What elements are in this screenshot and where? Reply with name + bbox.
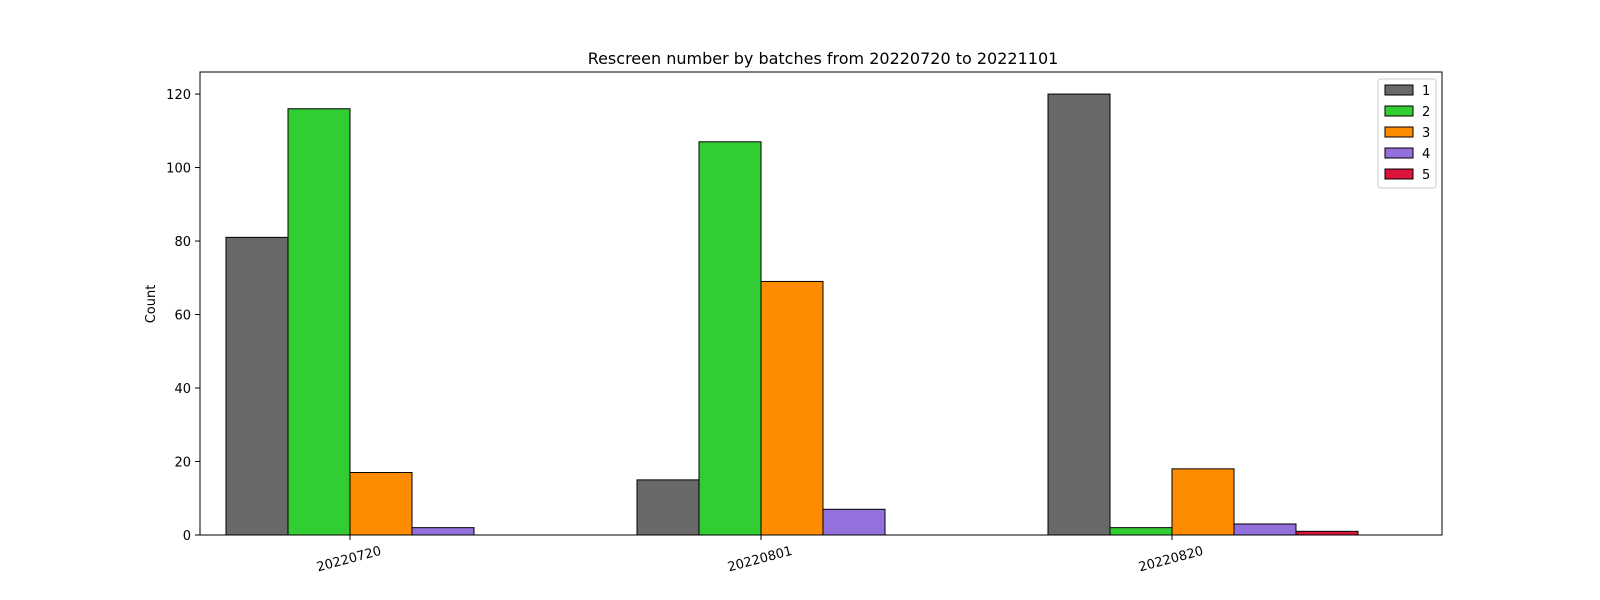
- x-axis: 20220720 20220801 20220820: [315, 535, 1205, 575]
- bar-20220720-series-2: [287, 108, 351, 536]
- bar-20220720-series-3: [349, 472, 413, 536]
- legend-swatch-5: [1384, 168, 1414, 180]
- x-tick-label-20220720: 20220720: [315, 544, 383, 576]
- bar-20220801-series-4: [822, 508, 886, 536]
- y-tick-label-0: 0: [183, 529, 191, 544]
- bar-20220820-series-1: [1047, 93, 1111, 536]
- y-tick-label-120: 120: [166, 88, 191, 103]
- bar-20220820-series-4: [1233, 523, 1297, 536]
- legend-label-3: 3: [1422, 126, 1430, 141]
- y-tick-label-100: 100: [166, 162, 191, 177]
- bar-20220720-series-1: [225, 236, 289, 536]
- legend-swatch-4: [1384, 147, 1414, 159]
- legend-label-2: 2: [1422, 105, 1430, 120]
- chart-title: Rescreen number by batches from 20220720…: [588, 49, 1059, 68]
- legend-label-1: 1: [1422, 84, 1430, 99]
- x-tick-label-20220801: 20220801: [726, 544, 794, 576]
- legend-swatch-2: [1384, 105, 1414, 117]
- bar-20220720-series-4: [411, 527, 475, 536]
- bar-20220820-series-3: [1171, 468, 1235, 536]
- bar-20220820-series-2: [1109, 527, 1173, 536]
- legend-label-4: 4: [1422, 147, 1430, 162]
- y-axis-label: Count: [144, 285, 159, 324]
- legend-swatch-3: [1384, 126, 1414, 138]
- y-axis: 0 20 40 60 80 100 120: [166, 88, 200, 544]
- bar-20220801-series-3: [760, 280, 824, 536]
- bar-20220801-series-2: [698, 141, 762, 536]
- y-tick-label-60: 60: [174, 309, 191, 324]
- legend: 1 2 3 4 5: [1377, 78, 1437, 189]
- bars-group: [225, 93, 1359, 536]
- y-tick-label-40: 40: [174, 382, 191, 397]
- bar-20220801-series-1: [636, 479, 700, 536]
- y-tick-label-20: 20: [174, 456, 191, 471]
- x-tick-label-20220820: 20220820: [1137, 544, 1205, 576]
- bar-20220820-series-5: [1295, 530, 1359, 536]
- plot-frame: [199, 71, 1443, 536]
- legend-swatch-1: [1384, 84, 1414, 96]
- legend-label-5: 5: [1422, 168, 1430, 183]
- y-tick-label-80: 80: [174, 235, 191, 250]
